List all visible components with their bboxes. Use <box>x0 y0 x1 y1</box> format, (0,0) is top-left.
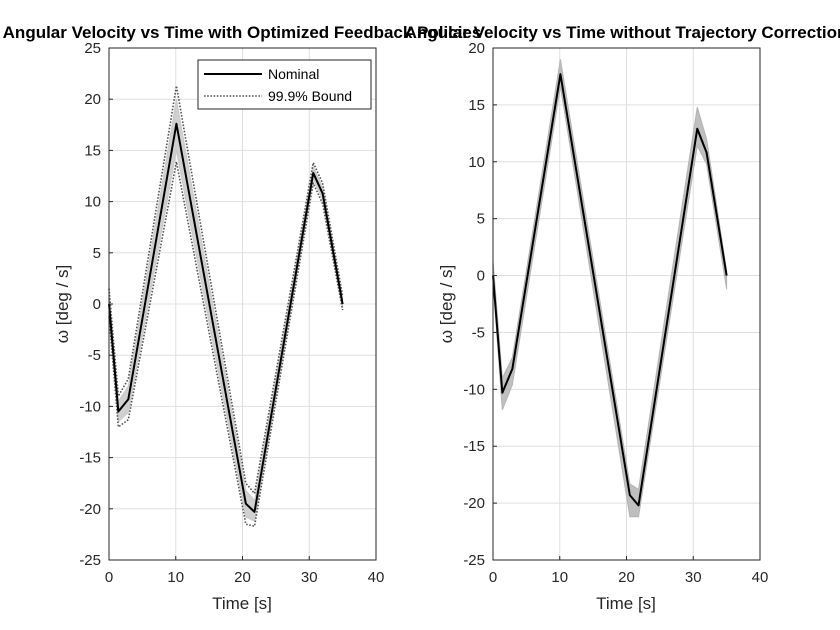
right-uncertainty-band <box>492 59 728 518</box>
right-band-area <box>492 59 728 518</box>
right-y-tick-label-6: 5 <box>477 211 485 228</box>
right-y-tick-label-7: 10 <box>468 154 485 171</box>
left-y-tick-label-6: 5 <box>93 245 101 262</box>
left-x-tick-label-3: 30 <box>301 569 318 586</box>
left-series-line-2 <box>108 160 344 528</box>
left-y-tick-label-1: -20 <box>79 501 101 518</box>
right-ticks: 0 10 20 30 40 -25 -20 -15 -10 -5 0 5 10 15 20 <box>463 40 768 586</box>
left-x-tick-label-2: 20 <box>234 569 251 586</box>
right-y-tick-label-3: -10 <box>463 381 485 398</box>
right-x-tick-label-1: 10 <box>551 569 568 586</box>
left-y-tick-label-8: 15 <box>84 142 101 159</box>
left-y-tick-label-9: 20 <box>84 91 101 108</box>
left-y-tick-label-2: -15 <box>79 450 101 467</box>
left-y-tick-label-4: -5 <box>88 347 101 364</box>
right-x-tick-label-3: 30 <box>685 569 702 586</box>
right-y-tick-label-1: -20 <box>463 495 485 512</box>
right-y-tick-label-8: 15 <box>468 97 485 114</box>
left-y-tick-label-0: -25 <box>79 552 101 569</box>
right-x-axis-label: Time [s] <box>596 594 656 613</box>
right-y-axis-label: ω [deg / s] <box>437 265 456 343</box>
right-chart-title: Angular Velocity vs Time without Traject… <box>405 23 840 42</box>
right-y-tick-label-4: -5 <box>472 324 485 341</box>
left-y-axis-label: ω [deg / s] <box>53 265 72 343</box>
right-series-line-0 <box>492 73 728 507</box>
left-y-tick-label-5: 0 <box>93 296 101 313</box>
left-y-tick-label-7: 10 <box>84 194 101 211</box>
left-series-line-0 <box>108 122 344 513</box>
left-y-tick-label-3: -10 <box>79 398 101 415</box>
right-x-tick-label-4: 40 <box>752 569 769 586</box>
left-chart: 0 10 20 30 40 -25 -20 -15 -10 -5 0 5 10 15 20 25 Time [… <box>53 40 384 613</box>
left-ticks: 0 10 20 30 40 -25 -20 -15 -10 -5 0 5 10 15 20 25 <box>79 40 384 586</box>
legend-box <box>197 59 372 110</box>
left-chart-title: Angular Velocity vs Time with Optimized … <box>3 23 482 42</box>
right-y-tick-label-2: -15 <box>463 438 485 455</box>
left-x-tick-label-4: 40 <box>368 569 385 586</box>
legend-label-bound: 99.9% Bound <box>268 88 352 104</box>
right-y-tick-label-0: -25 <box>463 552 485 569</box>
legend: Nominal 99.9% Bound <box>197 59 372 110</box>
left-uncertainty-band <box>108 99 344 522</box>
right-x-tick-label-2: 20 <box>618 569 635 586</box>
right-chart: 0 10 20 30 40 -25 -20 -15 -10 -5 0 5 10 15 20 Time [s]… <box>437 40 768 613</box>
left-x-tick-label-0: 0 <box>105 569 113 586</box>
right-y-tick-label-5: 0 <box>477 268 485 285</box>
left-band-area <box>108 99 344 522</box>
left-x-axis-label: Time [s] <box>212 594 272 613</box>
right-series <box>492 73 728 507</box>
right-x-tick-label-0: 0 <box>489 569 497 586</box>
left-series <box>108 85 344 528</box>
right-y-tick-label-9: 20 <box>468 40 485 57</box>
legend-label-nominal: Nominal <box>268 66 319 82</box>
left-y-tick-label-10: 25 <box>84 40 101 57</box>
left-x-tick-label-1: 10 <box>167 569 184 586</box>
